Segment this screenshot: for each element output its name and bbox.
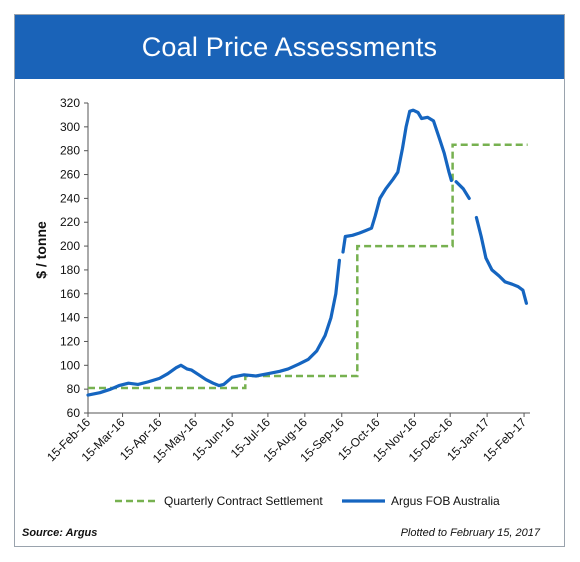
y-tick-label: 160 <box>60 287 80 301</box>
legend-label-contract: Quarterly Contract Settlement <box>164 494 323 508</box>
series-contract-settlement-line <box>88 143 528 390</box>
series-argus-fob-line <box>341 108 453 254</box>
chart-title: Coal Price Assessments <box>15 15 564 79</box>
legend-label-argus: Argus FOB Australia <box>391 494 500 508</box>
y-tick-label: 180 <box>60 263 80 277</box>
y-tick-label: 80 <box>67 382 81 396</box>
y-tick-label: 60 <box>67 406 81 420</box>
series-argus-fob-line <box>454 180 471 200</box>
series-argus-fob-line <box>474 215 529 305</box>
series-argus-fob-line <box>86 258 341 397</box>
chart-frame: Coal Price Assessments <box>14 14 565 547</box>
y-tick-label: 220 <box>60 215 80 229</box>
y-tick-label: 120 <box>60 334 80 348</box>
y-tick-label: 100 <box>60 358 80 372</box>
y-axis-label: $ / tonne <box>33 221 49 279</box>
y-tick-label: 240 <box>60 191 80 205</box>
y-tick-label: 280 <box>60 144 80 158</box>
y-tick-label: 320 <box>60 96 80 110</box>
source-note: Source: Argus <box>22 527 98 539</box>
plotted-note: Plotted to February 15, 2017 <box>400 527 540 539</box>
y-tick-label: 200 <box>60 239 80 253</box>
y-tick-label: 260 <box>60 168 80 182</box>
y-tick-label: 300 <box>60 120 80 134</box>
y-tick-label: 140 <box>60 311 80 325</box>
